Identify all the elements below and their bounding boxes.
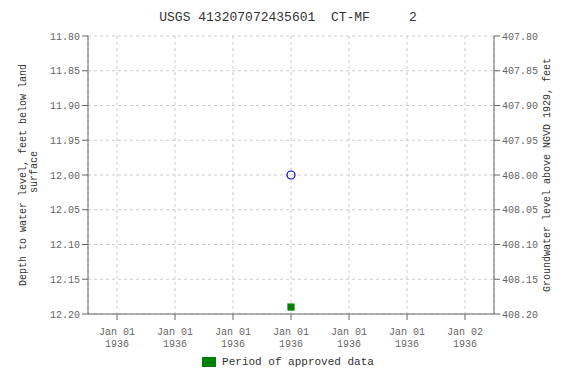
svg-text:Depth to water level, feet bel: Depth to water level, feet below land su…: [18, 64, 40, 286]
svg-text:11.85: 11.85: [50, 66, 80, 77]
svg-text:11.95: 11.95: [50, 136, 80, 147]
svg-text:407.85: 407.85: [502, 66, 538, 77]
svg-text:Jan 011936: Jan 011936: [157, 327, 193, 350]
svg-text:408.20: 408.20: [502, 310, 538, 321]
html-text:Period of approved data: Period of approved data: [222, 356, 374, 368]
html-text:USGS 413207072435601 CT-MF 2: USGS 413207072435601 CT-MF 2: [159, 10, 417, 25]
svg-text:408.10: 408.10: [502, 240, 538, 251]
svg-text:Jan 011936: Jan 011936: [331, 327, 367, 350]
svg-text:12.20: 12.20: [50, 310, 80, 321]
svg-text:Jan 011936: Jan 011936: [215, 327, 251, 350]
svg-text:408.15: 408.15: [502, 275, 538, 286]
svg-text:11.90: 11.90: [50, 101, 80, 112]
svg-text:407.80: 407.80: [502, 32, 538, 43]
svg-text:Jan 021936: Jan 021936: [447, 327, 483, 350]
svg-text:Groundwater level above NGVD 1: Groundwater level above NGVD 1929, feet: [542, 58, 553, 292]
svg-text:407.95: 407.95: [502, 136, 538, 147]
svg-text:407.90: 407.90: [502, 101, 538, 112]
svg-text:Jan 011936: Jan 011936: [273, 327, 309, 350]
svg-text:11.80: 11.80: [50, 32, 80, 43]
svg-text:12.05: 12.05: [50, 205, 80, 216]
svg-text:408.00: 408.00: [502, 171, 538, 182]
svg-text:Jan 011936: Jan 011936: [389, 327, 425, 350]
svg-text:12.10: 12.10: [50, 240, 80, 251]
svg-text:12.15: 12.15: [50, 275, 80, 286]
svg-text:Jan 011936: Jan 011936: [99, 327, 135, 350]
svg-text:12.00: 12.00: [50, 171, 80, 182]
svg-text:408.05: 408.05: [502, 205, 538, 216]
